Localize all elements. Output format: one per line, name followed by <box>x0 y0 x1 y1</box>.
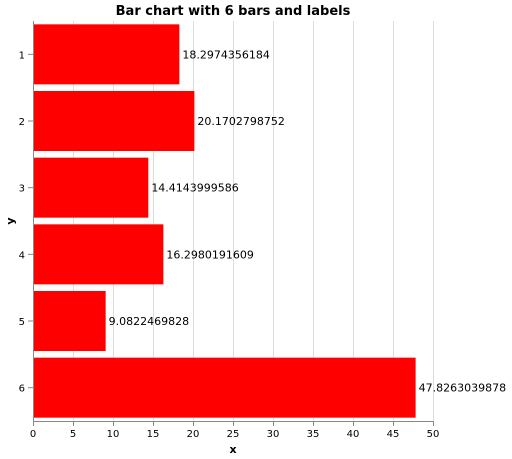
data-label-1: 18.2974356184 <box>182 48 269 61</box>
data-label-3: 14.4143999586 <box>151 182 238 195</box>
x-tick-label-1: 5 <box>70 429 76 440</box>
x-tick-label-6: 30 <box>267 429 280 440</box>
x-tick-label-8: 40 <box>347 429 360 440</box>
y-axis: 1 2 3 4 5 6 <box>19 21 34 421</box>
y-tick-label-1: 1 <box>19 50 25 61</box>
x-axis: 0 5 10 15 20 25 30 35 40 45 50 <box>30 421 440 440</box>
data-label-5: 9.0822469828 <box>109 315 189 328</box>
bar-2 <box>33 91 195 151</box>
x-tick-label-0: 0 <box>30 429 36 440</box>
chart-title: Bar chart with 6 bars and labels <box>116 4 351 19</box>
bar-1 <box>33 24 180 85</box>
x-tick-label-10: 50 <box>427 429 440 440</box>
bar-6 <box>33 357 416 418</box>
y-tick-label-2: 2 <box>19 117 25 128</box>
bar-4 <box>33 224 164 285</box>
data-label-2: 20.1702798752 <box>197 115 284 128</box>
y-axis-title: y <box>4 217 17 224</box>
x-tick-label-2: 10 <box>107 429 120 440</box>
bars <box>33 24 416 418</box>
x-axis-title: x <box>229 443 236 456</box>
x-tick-label-5: 25 <box>227 429 240 440</box>
grid-lines <box>33 21 434 421</box>
data-label-4: 16.2980191609 <box>166 248 253 261</box>
x-tick-label-3: 15 <box>147 429 160 440</box>
y-tick-label-3: 3 <box>19 184 25 195</box>
y-tick-label-4: 4 <box>19 250 25 261</box>
data-label-6: 47.8263039878 <box>419 382 506 395</box>
y-tick-label-5: 5 <box>19 317 25 328</box>
data-labels: 18.2974356184 20.1702798752 14.4143999586 1… <box>109 48 506 394</box>
x-tick-label-7: 35 <box>307 429 320 440</box>
y-tick-label-6: 6 <box>19 384 25 395</box>
x-tick-label-4: 20 <box>187 429 200 440</box>
bar-3 <box>33 157 149 218</box>
x-tick-label-9: 45 <box>387 429 400 440</box>
bar-5 <box>33 291 106 351</box>
